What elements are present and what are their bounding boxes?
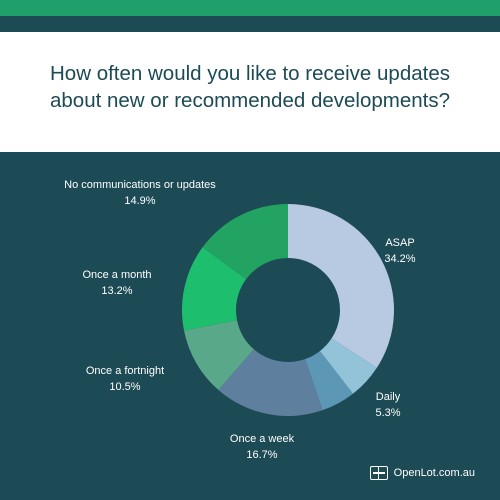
brand-footer: OpenLot.com.au — [369, 466, 475, 480]
slice-value-once-a-month: 13.2% — [101, 285, 132, 297]
chart-title-line-1: How often would you like to receive upda… — [50, 62, 450, 85]
slice-label-no-communications-or-updates: No communications or updates — [64, 179, 216, 191]
top-dark-stripe — [0, 16, 500, 32]
slice-value-no-communications-or-updates: 14.9% — [124, 195, 155, 207]
slice-label-asap: ASAP — [385, 237, 414, 249]
brand-text: OpenLot.com.au — [393, 467, 475, 479]
chart-title-line-2: about new or recommended developments? — [50, 89, 450, 112]
slice-value-once-a-week: 16.7% — [246, 449, 277, 461]
slice-daily — [319, 338, 377, 394]
donut-chart: ASAP 34.2% Daily 5.3% Once a week 16.7% Once a… — [64, 179, 416, 461]
slice-value-asap: 34.2% — [384, 253, 415, 265]
slice-value-daily: 5.3% — [375, 407, 400, 419]
top-accent-stripe — [0, 0, 500, 16]
slice-unlabeled — [304, 351, 353, 411]
title-panel — [0, 32, 500, 152]
slice-labels: ASAP 34.2% Daily 5.3% Once a week 16.7% Once a… — [64, 179, 416, 461]
slice-label-once-a-fortnight: Once a fortnight — [86, 365, 164, 377]
slice-label-daily: Daily — [376, 391, 401, 403]
slice-once-a-month — [182, 247, 247, 331]
slice-once-a-fortnight — [184, 320, 254, 390]
slice-once-a-week — [218, 349, 323, 416]
slice-label-once-a-month: Once a month — [82, 269, 151, 281]
donut-slices — [182, 204, 394, 416]
slice-asap — [288, 204, 394, 368]
openlot-logo-icon — [369, 466, 388, 480]
slice-label-once-a-week: Once a week — [230, 433, 295, 445]
slice-value-once-a-fortnight: 10.5% — [109, 381, 140, 393]
chart-title: How often would you like to receive upda… — [0, 60, 500, 114]
slice-no-communications-or-updates — [202, 204, 288, 280]
